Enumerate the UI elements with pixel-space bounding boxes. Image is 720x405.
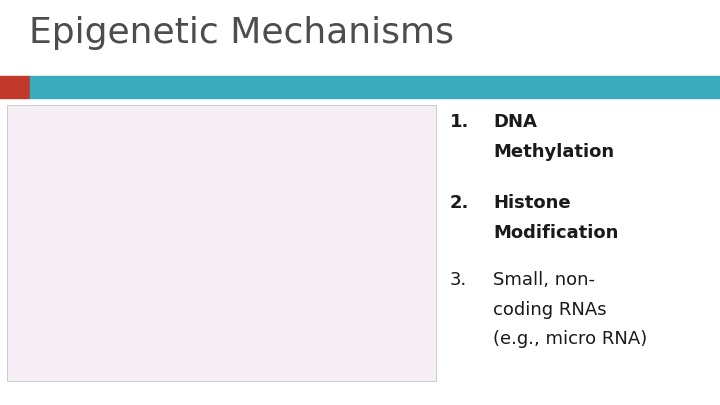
Text: Epigenetic Mechanisms: Epigenetic Mechanisms xyxy=(29,16,454,50)
Text: DNA: DNA xyxy=(493,113,537,131)
Text: 1.: 1. xyxy=(450,113,469,131)
Text: (e.g., micro RNA): (e.g., micro RNA) xyxy=(493,330,647,347)
Bar xyxy=(0,76,30,98)
Text: 3.: 3. xyxy=(450,271,467,289)
Text: 2.: 2. xyxy=(450,194,469,212)
Bar xyxy=(30,76,720,98)
Text: Modification: Modification xyxy=(493,224,618,241)
Bar xyxy=(7,105,436,381)
Text: Small, non-: Small, non- xyxy=(493,271,595,289)
Text: coding RNAs: coding RNAs xyxy=(493,301,607,318)
Text: Histone: Histone xyxy=(493,194,571,212)
Text: Methylation: Methylation xyxy=(493,143,614,160)
